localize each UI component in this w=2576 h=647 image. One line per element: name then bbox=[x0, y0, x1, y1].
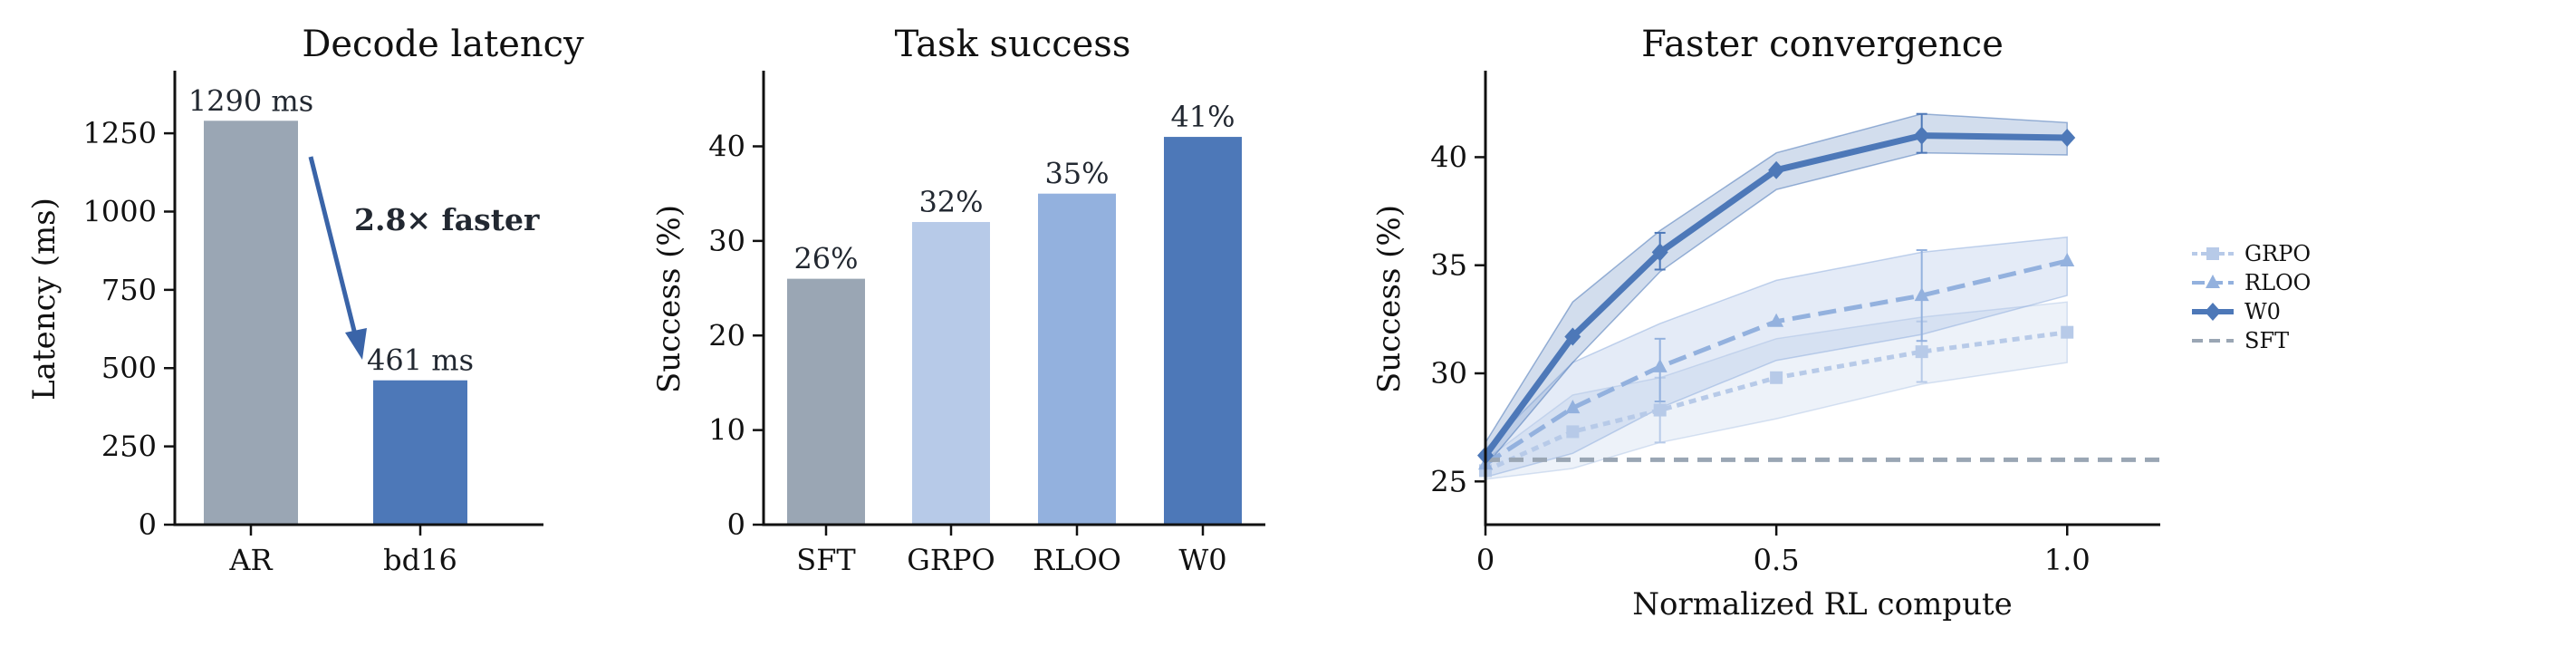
convergence-xtick-label-0: 0 bbox=[1476, 543, 1495, 577]
success-bar-grpo bbox=[912, 222, 990, 525]
speedup-arrow bbox=[308, 156, 367, 360]
line-grpo bbox=[1484, 330, 2068, 473]
success-ylabel: Success (%) bbox=[651, 205, 687, 393]
success-xtick-label-rloo: RLOO bbox=[1033, 543, 1121, 577]
latency-x-ticks: AR bd16 bbox=[228, 525, 457, 577]
point-w0-5 bbox=[2059, 128, 2076, 147]
success-ytick-label-20: 20 bbox=[708, 318, 745, 352]
convergence-xtick-label-2: 1.0 bbox=[2044, 543, 2091, 577]
speedup-arrow-shaft bbox=[308, 156, 359, 339]
convergence-y-ticks: 25 30 35 40 bbox=[1430, 140, 1485, 498]
line-w0 bbox=[1483, 132, 2068, 458]
success-ytick-label-30: 30 bbox=[708, 224, 745, 258]
success-ytick-label-10: 10 bbox=[708, 413, 745, 448]
success-axes bbox=[762, 71, 1265, 526]
success-bar-rloo bbox=[1038, 193, 1116, 525]
legend-label-grpo: GRPO bbox=[2244, 241, 2311, 266]
latency-xtick-label-ar: AR bbox=[228, 543, 273, 577]
legend-label-sft: SFT bbox=[2244, 328, 2289, 353]
line-rloo bbox=[1484, 258, 2068, 467]
success-value-label-rloo: 35% bbox=[1044, 157, 1109, 191]
convergence-xlabel: Normalized RL compute bbox=[1632, 586, 2013, 623]
point-rloo-5 bbox=[2060, 252, 2075, 266]
success-xtick-label-grpo: GRPO bbox=[907, 543, 995, 577]
success-panel: Task success Success (%) 0 10 20 30 40 SFT GR… bbox=[651, 24, 1265, 577]
latency-ytick-label-0: 0 bbox=[139, 507, 157, 542]
legend-label-w0: W0 bbox=[2244, 299, 2281, 324]
convergence-ylabel: Success (%) bbox=[1371, 205, 1408, 393]
convergence-lines bbox=[1483, 132, 2160, 473]
latency-xtick-label-bd16: bd16 bbox=[383, 543, 457, 577]
success-bar-w0 bbox=[1164, 137, 1242, 525]
point-rloo-4 bbox=[1914, 287, 1929, 302]
latency-ytick-label-500: 500 bbox=[101, 351, 157, 385]
speedup-arrow-head bbox=[345, 328, 367, 360]
convergence-ytick-label-40: 40 bbox=[1430, 140, 1467, 174]
band-w0 bbox=[1485, 112, 2068, 468]
success-bars bbox=[787, 137, 1242, 525]
success-data-labels: 26% 32% 35% 41% bbox=[793, 100, 1235, 276]
latency-axes bbox=[173, 71, 543, 526]
latency-bar-ar bbox=[204, 121, 298, 525]
latency-bar-bd16 bbox=[373, 380, 467, 525]
latency-value-label-bd16: 461 ms bbox=[367, 343, 474, 378]
latency-ytick-label-750: 750 bbox=[101, 273, 157, 307]
point-w0-3 bbox=[1768, 160, 1785, 179]
convergence-title: Faster convergence bbox=[1641, 24, 2004, 65]
point-rloo-2 bbox=[1652, 358, 1668, 372]
legend-marker-rloo bbox=[2206, 275, 2220, 288]
convergence-ytick-label-25: 25 bbox=[1430, 464, 1467, 498]
success-xtick-label-sft: SFT bbox=[796, 543, 856, 577]
convergence-legend: GRPO RLOO W0 SFT bbox=[2192, 241, 2311, 353]
point-grpo-3 bbox=[1770, 371, 1783, 384]
success-value-label-grpo: 32% bbox=[918, 185, 983, 219]
latency-panel: Decode latency Latency (ms) 0 250 500 750 10… bbox=[26, 24, 584, 577]
point-grpo-1 bbox=[1566, 425, 1580, 439]
latency-value-label-ar: 1290 ms bbox=[188, 83, 313, 118]
legend-marker-grpo bbox=[2206, 247, 2219, 260]
success-title: Task success bbox=[895, 24, 1131, 65]
success-value-label-w0: 41% bbox=[1170, 100, 1235, 134]
latency-data-labels: 1290 ms 461 ms bbox=[188, 83, 474, 377]
legend-label-rloo: RLOO bbox=[2244, 270, 2311, 295]
success-bar-sft bbox=[787, 278, 865, 525]
success-value-label-sft: 26% bbox=[793, 242, 858, 276]
point-grpo-5 bbox=[2061, 325, 2074, 339]
convergence-xtick-label-1: 0.5 bbox=[1754, 543, 1800, 577]
convergence-x-ticks: 0 0.5 1.0 bbox=[1476, 525, 2091, 577]
convergence-ytick-label-35: 35 bbox=[1430, 248, 1467, 283]
latency-bars bbox=[204, 121, 467, 525]
point-w0-1 bbox=[1564, 327, 1581, 346]
point-rloo-3 bbox=[1769, 313, 1784, 327]
latency-ytick-label-1000: 1000 bbox=[83, 194, 157, 228]
latency-ylabel: Latency (ms) bbox=[26, 198, 62, 401]
convergence-ytick-label-30: 30 bbox=[1430, 356, 1467, 391]
success-xtick-label-w0: W0 bbox=[1178, 543, 1226, 577]
latency-y-ticks: 0 250 500 750 1000 1250 bbox=[83, 116, 175, 542]
success-x-ticks: SFT GRPO RLOO W0 bbox=[796, 525, 1227, 577]
point-grpo-4 bbox=[1915, 345, 1928, 359]
convergence-markers bbox=[1477, 126, 2076, 478]
latency-title: Decode latency bbox=[302, 24, 584, 65]
success-y-ticks: 0 10 20 30 40 bbox=[708, 130, 764, 542]
point-w0-4 bbox=[1913, 126, 1930, 145]
latency-ytick-label-1250: 1250 bbox=[83, 116, 157, 150]
success-ytick-label-40: 40 bbox=[708, 130, 745, 164]
convergence-axes bbox=[1484, 71, 2160, 526]
success-ytick-label-0: 0 bbox=[727, 507, 745, 542]
latency-ytick-label-250: 250 bbox=[101, 430, 157, 464]
legend-marker-w0 bbox=[2205, 303, 2221, 321]
speedup-annotation: 2.8× faster bbox=[354, 202, 540, 237]
point-w0-2 bbox=[1651, 243, 1668, 262]
point-rloo-1 bbox=[1565, 400, 1581, 414]
convergence-panel: Faster convergence Success (%) Normalize… bbox=[1371, 24, 2311, 623]
point-grpo-2 bbox=[1653, 403, 1667, 417]
